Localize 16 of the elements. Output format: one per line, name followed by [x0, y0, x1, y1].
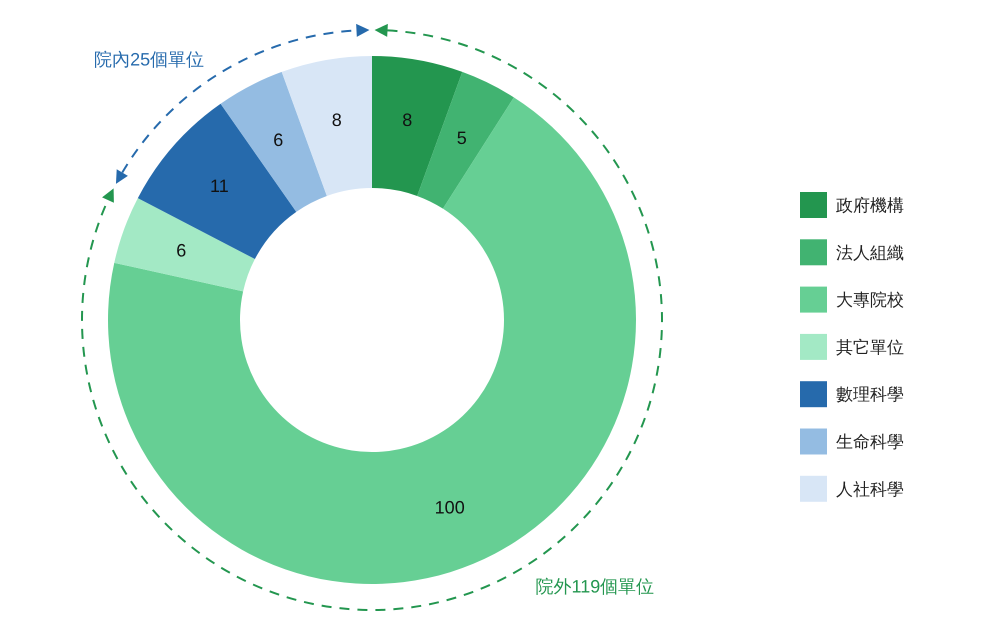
data-label: 8: [402, 110, 412, 130]
data-label: 6: [176, 240, 186, 261]
data-label: 100: [434, 498, 465, 518]
data-label: 8: [332, 110, 342, 130]
annotation: 院外119個單位: [536, 576, 654, 596]
data-label: 5: [456, 128, 467, 148]
data-label: 11: [210, 176, 229, 196]
legend-label: 法人組織: [836, 243, 904, 262]
legend-label: 生命科學: [836, 432, 904, 452]
legend-label: 大專院校: [836, 290, 904, 310]
annotation: 院內25個單位: [94, 50, 204, 70]
legend-label: 其它單位: [836, 338, 904, 357]
legend-label: 數理科學: [836, 385, 904, 404]
legend-label: 政府機構: [836, 196, 904, 215]
data-label: 6: [273, 130, 284, 150]
legend-label: 人社科學: [836, 480, 904, 499]
